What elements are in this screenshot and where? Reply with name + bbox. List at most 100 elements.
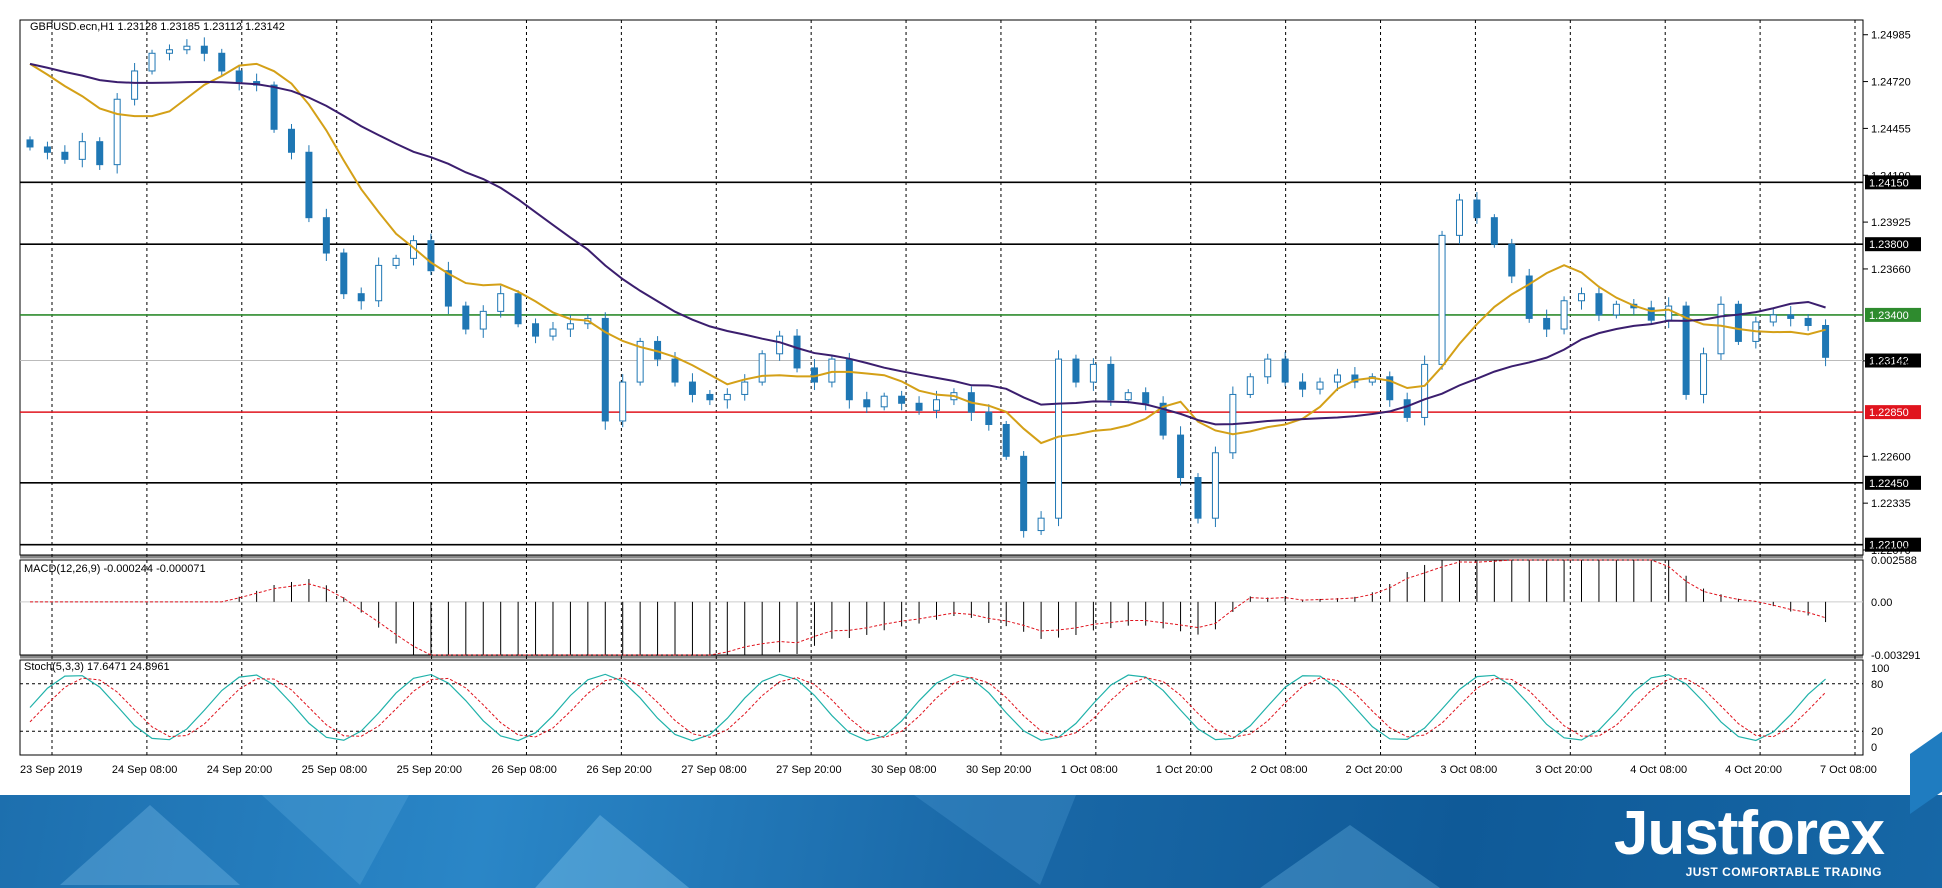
x-tick-label: 24 Sep 20:00 (207, 764, 272, 776)
candle-body (1194, 477, 1202, 519)
x-tick-label: 3 Oct 20:00 (1535, 764, 1592, 776)
candle-body (427, 240, 435, 272)
brand-footer: Justforex JUST COMFORTABLE TRADING (0, 795, 1942, 888)
candle-body (636, 340, 644, 383)
level-tag (1865, 475, 1921, 490)
candle-body (340, 252, 348, 295)
candle-body (1177, 434, 1185, 479)
candle-body (1822, 325, 1830, 358)
candle-body (793, 335, 801, 369)
candle-body (200, 45, 208, 54)
level-tag-label: 1.22450 (1869, 478, 1909, 490)
level-tag-label: 1.23400 (1869, 310, 1909, 322)
y-tick-label: 1.24985 (1871, 30, 1911, 42)
stoch-y-label: 100 (1871, 663, 1889, 675)
candle-body (1665, 305, 1673, 321)
moving-average-line (29, 62, 1826, 445)
candle-body (1595, 293, 1603, 316)
x-tick-label: 27 Sep 20:00 (776, 764, 841, 776)
level-tag (1865, 237, 1921, 252)
candle-body (1647, 307, 1655, 321)
candle-body (898, 395, 906, 404)
price-levels: 1.24150 1.23800 1.23400 1.22850 1.22450 1.221… (20, 175, 1921, 552)
decor-triangle (60, 805, 240, 885)
current-price-label: 1.23142 (1869, 356, 1909, 368)
candle-body (1403, 399, 1411, 418)
candle-body (218, 52, 226, 72)
candle-body (1421, 363, 1429, 418)
candle-body (61, 151, 69, 160)
macd-y-label: -0.003291 (1871, 650, 1921, 662)
decor-triangle (1250, 825, 1450, 888)
level-tag-label: 1.22100 (1869, 540, 1909, 552)
candle-body (1804, 317, 1812, 327)
candle-body (1560, 300, 1568, 330)
x-tick-label: 7 Oct 08:00 (1820, 764, 1877, 776)
y-tick-label: 1.24720 (1871, 77, 1911, 89)
candle-body (706, 393, 714, 401)
candle-body (758, 353, 766, 383)
candle-body (514, 293, 522, 325)
x-tick-label: 3 Oct 08:00 (1440, 764, 1497, 776)
moving-average-line (29, 62, 1826, 426)
candle-body (1281, 358, 1289, 383)
stoch-y-label: 0 (1871, 742, 1877, 754)
y-tick-label: 1.23925 (1871, 217, 1911, 229)
candle-body (671, 358, 679, 383)
candle-body (183, 45, 191, 51)
x-tick-label: 23 Sep 2019 (20, 764, 82, 776)
candle-body (322, 217, 330, 254)
candle-body (915, 402, 923, 411)
candle-body (1316, 381, 1324, 390)
candle-body (1002, 423, 1010, 457)
stoch-y-label: 20 (1871, 726, 1883, 738)
candle-body (392, 257, 400, 266)
x-tick-label: 26 Sep 08:00 (491, 764, 556, 776)
candle-body (270, 84, 278, 130)
candlestick-series (26, 37, 1830, 538)
candle-body (1525, 275, 1533, 319)
panel-frame (19, 659, 1864, 756)
candle-body (1682, 305, 1690, 395)
macd-y-label: 0.002588 (1871, 555, 1917, 567)
level-tag (1865, 307, 1921, 322)
candle-body (828, 358, 836, 383)
brand-tagline: JUST COMFORTABLE TRADING (1685, 865, 1882, 879)
candle-body (985, 411, 993, 425)
candle-body (1455, 199, 1463, 236)
candle-body (1037, 517, 1045, 532)
candle-body (165, 49, 173, 54)
x-tick-label: 25 Sep 20:00 (397, 764, 462, 776)
candle-body (479, 310, 487, 330)
candle-body (1124, 392, 1132, 401)
candle-body (688, 381, 696, 395)
x-tick-label: 26 Sep 20:00 (586, 764, 651, 776)
axes: 23 Sep 2019 24 Sep 08:00 24 Sep 20:00 25 Se… (20, 30, 1921, 776)
candle-body (375, 264, 383, 302)
level-tag (1865, 537, 1921, 552)
candle-body (1107, 363, 1115, 401)
stochastic-panel (20, 673, 1863, 742)
panel-frame (19, 559, 1864, 656)
candle-body (741, 381, 749, 395)
candle-body (1142, 392, 1150, 404)
candle-body (96, 141, 104, 166)
candle-body (1351, 374, 1359, 383)
macd-label: MACD(12,26,9) -0.000244 -0.000071 (24, 563, 206, 575)
candle-body (1578, 293, 1586, 302)
candle-body (1700, 353, 1708, 395)
candle-body (235, 70, 243, 83)
candle-body (1072, 358, 1080, 383)
stoch-y-label: 80 (1871, 679, 1883, 691)
candle-body (1246, 376, 1254, 395)
x-tick-label: 27 Sep 08:00 (681, 764, 746, 776)
candle-body (462, 305, 470, 330)
candle-body (1473, 199, 1481, 219)
current-price-tag (1865, 353, 1921, 368)
candle-body (1055, 358, 1063, 519)
candle-body (444, 270, 452, 307)
x-tick-label: 25 Sep 08:00 (302, 764, 367, 776)
candle-body (549, 328, 557, 337)
candle-body (1211, 452, 1219, 519)
